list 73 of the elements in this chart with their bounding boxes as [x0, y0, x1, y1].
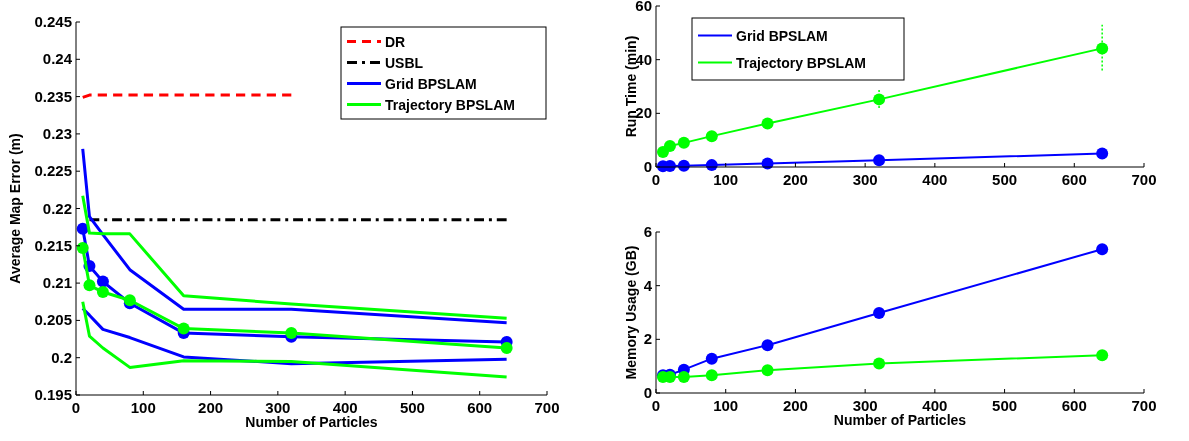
y-axis-title: Memory Usage (GB) — [623, 245, 639, 380]
x-tick-label: 400 — [332, 399, 358, 416]
y-tick-label: 0.245 — [34, 13, 72, 30]
x-tick-label: 300 — [265, 399, 291, 416]
x-tick-label: 600 — [1061, 171, 1087, 188]
x-tick-label: 500 — [399, 399, 425, 416]
point — [1096, 349, 1109, 362]
x-tick-label: 500 — [992, 171, 1018, 188]
point — [677, 370, 690, 383]
point — [705, 352, 718, 365]
x-tick-label: 200 — [198, 399, 224, 416]
y-tick-label: 0.215 — [34, 236, 72, 254]
y-tick-label: 0.235 — [34, 87, 72, 105]
point — [96, 286, 109, 299]
point — [761, 364, 774, 377]
x-tick-label: 200 — [782, 171, 808, 188]
point — [1096, 147, 1109, 160]
x-tick-label: 700 — [1131, 171, 1157, 188]
x-tick-label: 600 — [1061, 397, 1087, 414]
x-tick-label: 400 — [922, 171, 948, 188]
x-tick-label: 100 — [130, 399, 156, 416]
y-tick-label: 0 — [643, 158, 652, 175]
point — [1096, 243, 1109, 256]
y-tick-label: 0.195 — [34, 386, 72, 403]
point — [873, 93, 886, 106]
x-tick-label: 100 — [713, 171, 739, 188]
legend-label: Trajectory BPSLAM — [736, 54, 866, 71]
x-tick-label: 300 — [852, 397, 878, 414]
point — [677, 136, 690, 149]
point — [705, 369, 718, 382]
x-axis-title: Number of Particles — [245, 414, 378, 430]
point — [761, 117, 774, 130]
y-tick-label: 4 — [643, 276, 653, 294]
legend-label: DR — [385, 33, 406, 50]
legend-label: Trajectory BPSLAM — [385, 96, 515, 113]
y-tick-label: 0.24 — [42, 50, 73, 68]
point — [177, 322, 190, 335]
x-tick-label: 600 — [467, 399, 493, 416]
point — [873, 154, 886, 167]
legend-label: Grid BPSLAM — [385, 75, 477, 92]
x-tick-label: 400 — [922, 397, 948, 414]
x-tick-label: 100 — [713, 397, 739, 414]
x-tick-label: 200 — [782, 397, 808, 414]
x-tick-label: 300 — [852, 171, 878, 188]
point — [76, 242, 89, 255]
y-tick-label: 0.225 — [34, 162, 72, 180]
point — [705, 130, 718, 143]
line-series — [81, 147, 509, 325]
point — [1096, 42, 1109, 55]
point — [873, 357, 886, 370]
y-tick-label: 0.23 — [42, 124, 72, 142]
point — [761, 339, 774, 352]
point — [873, 307, 886, 320]
point — [500, 342, 513, 354]
y-tick-label: 6 — [643, 223, 652, 240]
point — [96, 275, 109, 288]
x-tick-label: 700 — [1131, 397, 1157, 414]
y-tick-label: 0.2 — [51, 348, 72, 366]
y-tick-label: 0.205 — [34, 311, 72, 329]
y-tick-label: 60 — [635, 0, 652, 14]
y-axis-title: Average Map Error (m) — [7, 133, 23, 284]
x-axis-title: Number of Particles — [833, 412, 967, 428]
line-series — [81, 300, 509, 379]
x-tick-label: 500 — [992, 397, 1018, 414]
y-tick-label: 0.22 — [42, 199, 72, 217]
y-tick-label: 0.21 — [42, 274, 72, 292]
point — [83, 279, 96, 292]
legend-label: USBL — [385, 54, 424, 71]
point — [663, 140, 676, 153]
legend-label: Grid BPSLAM — [736, 27, 828, 44]
y-tick-label: 2 — [643, 330, 652, 348]
y-tick-label: 0 — [643, 384, 652, 401]
x-tick-label: 700 — [534, 399, 560, 416]
